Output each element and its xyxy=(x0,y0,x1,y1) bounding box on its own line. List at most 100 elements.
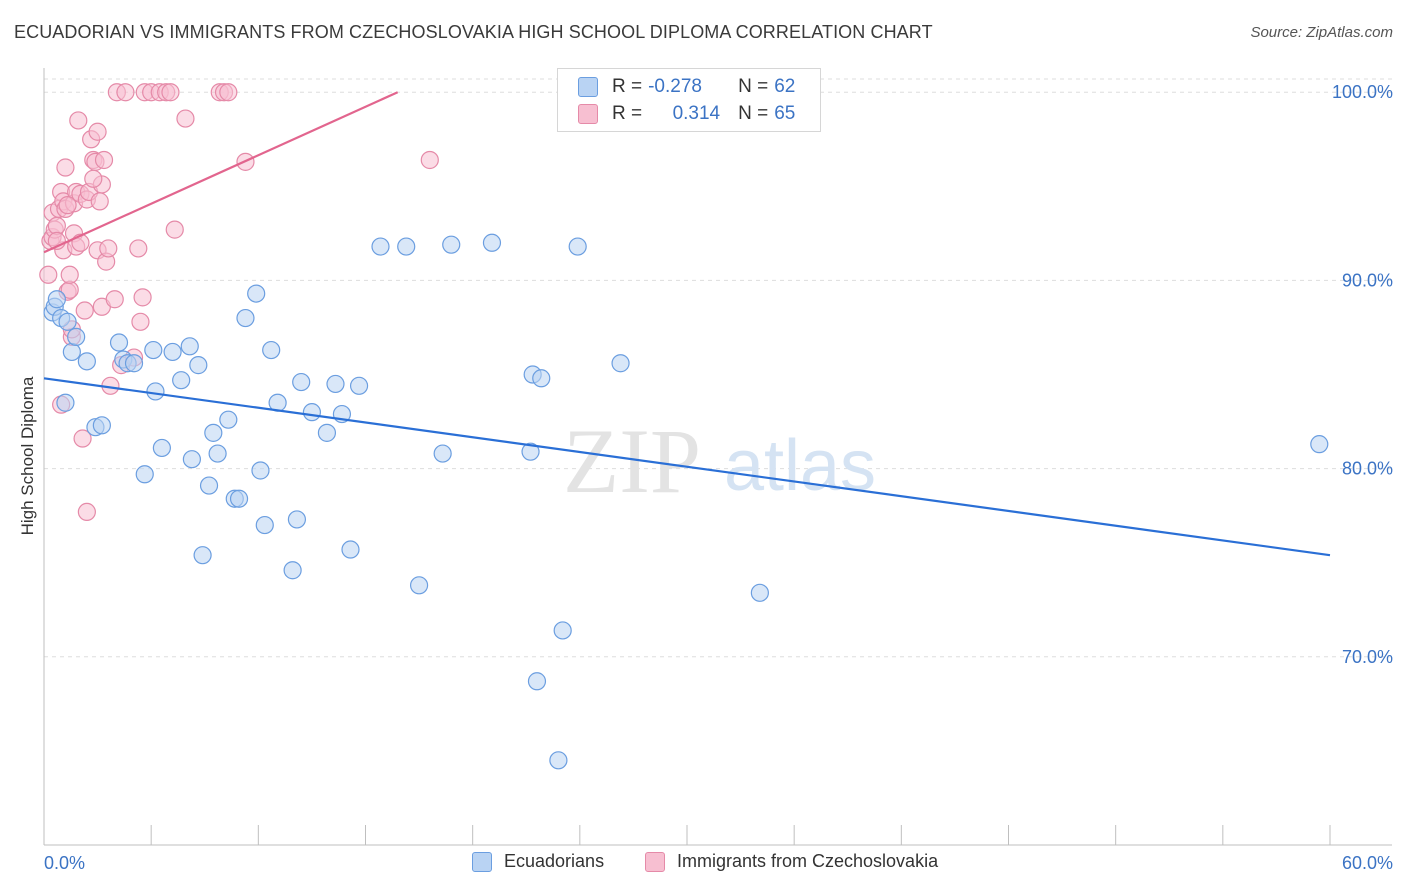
legend-item-label: Ecuadorians xyxy=(504,851,605,871)
czechoslovakia-point xyxy=(47,216,66,235)
legend-item-label: Immigrants from Czechoslovakia xyxy=(677,851,939,871)
ecuadorian-point xyxy=(146,382,165,401)
ecuadorian-point xyxy=(750,583,769,602)
czechoslovakia-point xyxy=(161,83,180,102)
ecuadorian-point xyxy=(397,237,416,256)
ecuadorian-point xyxy=(172,371,191,390)
ecuadorian-point xyxy=(189,356,208,375)
czechoslovakia-point xyxy=(165,220,184,239)
czechoslovakia-trend-line xyxy=(43,91,399,254)
czechoslovakia-point xyxy=(58,196,77,215)
ecuadorian-point xyxy=(287,510,307,529)
x-tick-labels: 0.0% 60.0% xyxy=(44,853,1393,873)
czechoslovakia-point xyxy=(94,150,114,170)
legend-r-value: -0.278 xyxy=(648,76,702,97)
watermark-atlas: atlas xyxy=(724,426,876,506)
ecuadorian-point xyxy=(67,327,86,346)
ecuadorian-point xyxy=(527,672,547,691)
czechoslovakia-point xyxy=(99,239,118,258)
ecuadorian-point xyxy=(199,476,219,495)
legend-item-ecuadorians: Ecuadorians xyxy=(472,851,604,872)
legend-row-czechoslovakia: R = 0.314 N = 65 xyxy=(578,102,795,126)
legend-r-label: R = xyxy=(612,103,643,124)
series-ecuadorians-points xyxy=(43,233,1329,770)
ecuadorian-point xyxy=(182,450,201,469)
source-label: Source: ZipAtlas.com xyxy=(1250,24,1393,41)
legend-swatch-pink xyxy=(645,851,665,872)
czechoslovakia-point xyxy=(131,312,150,331)
czechoslovakia-point xyxy=(176,109,195,128)
ecuadorian-point xyxy=(92,416,111,435)
ecuadorian-point xyxy=(532,369,551,388)
ecuadorian-point xyxy=(58,312,77,331)
ecuadorian-point xyxy=(568,237,587,256)
czechoslovakia-point xyxy=(105,290,124,309)
czechoslovakia-point xyxy=(56,158,75,177)
legend-r-value: 0.314 xyxy=(672,103,721,124)
legend-swatch-blue xyxy=(578,77,598,97)
legend-n-value: 62 xyxy=(774,76,796,97)
ecuadorian-point xyxy=(371,237,390,256)
czechoslovakia-point xyxy=(133,288,152,307)
y-tick-label: 100.0% xyxy=(1332,82,1393,102)
series-czechoslovakia-points xyxy=(39,83,439,521)
ecuadorian-point xyxy=(163,342,182,362)
ecuadorian-point xyxy=(482,233,502,252)
watermark: ZIP atlas xyxy=(563,410,876,512)
chart-title: ECUADORIAN VS IMMIGRANTS FROM CZECHOSLOV… xyxy=(14,22,933,42)
ecuadorian-point xyxy=(77,352,96,371)
y-tick-labels: 70.0% 80.0% 90.0% 100.0% xyxy=(1332,82,1393,667)
ecuadorian-point xyxy=(283,561,302,580)
ecuadorian-point xyxy=(135,465,154,484)
czechoslovakia-point xyxy=(420,150,439,170)
legend-r-label: R = xyxy=(612,76,643,97)
ecuadorian-point xyxy=(409,576,429,595)
legend-n-label: N = xyxy=(738,76,769,97)
czechoslovakia-point xyxy=(90,192,109,211)
y-tick-label: 90.0% xyxy=(1342,270,1393,290)
ecuadorian-point xyxy=(219,410,238,429)
trend-lines xyxy=(43,91,1331,557)
czechoslovakia-point xyxy=(75,301,94,320)
legend-swatch-blue xyxy=(472,851,492,872)
ecuadorian-point xyxy=(326,374,345,394)
legend-row-ecuadorians: R = -0.278 N = 62 xyxy=(578,75,795,99)
ecuadorian-point xyxy=(124,354,144,373)
ecuadorian-point xyxy=(193,546,212,565)
legend-item-czechoslovakia: Immigrants from Czechoslovakia xyxy=(645,851,938,872)
ecuadorian-point xyxy=(236,308,255,328)
legend-n-label: N = xyxy=(738,103,769,124)
czechoslovakia-point xyxy=(77,502,96,521)
axes xyxy=(43,68,1392,846)
czechoslovakia-point xyxy=(60,265,79,284)
y-tick-label: 80.0% xyxy=(1342,459,1393,479)
ecuadorian-point xyxy=(152,438,171,458)
ecuadorian-point xyxy=(521,442,540,461)
ecuadorian-point xyxy=(317,423,337,442)
ecuadorian-point xyxy=(251,461,270,480)
ecuadorian-trend-line xyxy=(43,377,1331,557)
ecuadorian-point xyxy=(180,337,199,356)
ecuadorian-point xyxy=(1310,435,1329,454)
x-tick-label-max: 60.0% xyxy=(1342,853,1393,873)
czechoslovakia-point xyxy=(88,122,107,141)
ecuadorian-point xyxy=(349,376,369,395)
ecuadorian-point xyxy=(208,444,227,463)
ecuadorian-point xyxy=(229,489,249,508)
ecuadorian-point xyxy=(292,372,311,392)
ecuadorian-point xyxy=(47,290,66,309)
ecuadorian-point xyxy=(247,284,266,303)
czechoslovakia-point xyxy=(219,83,238,102)
legend-n-value: 65 xyxy=(774,103,796,124)
ecuadorian-point xyxy=(109,333,129,352)
ecuadorian-point xyxy=(62,342,81,362)
ecuadorian-point xyxy=(204,423,223,442)
ecuadorian-point xyxy=(56,393,75,412)
czechoslovakia-point xyxy=(73,429,92,448)
czechoslovakia-point xyxy=(69,111,88,130)
x-tick-label-min: 0.0% xyxy=(44,853,85,873)
series-legend: Ecuadorians Immigrants from Czechoslovak… xyxy=(0,851,1406,877)
czechoslovakia-point xyxy=(84,169,103,188)
ecuadorian-point xyxy=(442,235,461,254)
